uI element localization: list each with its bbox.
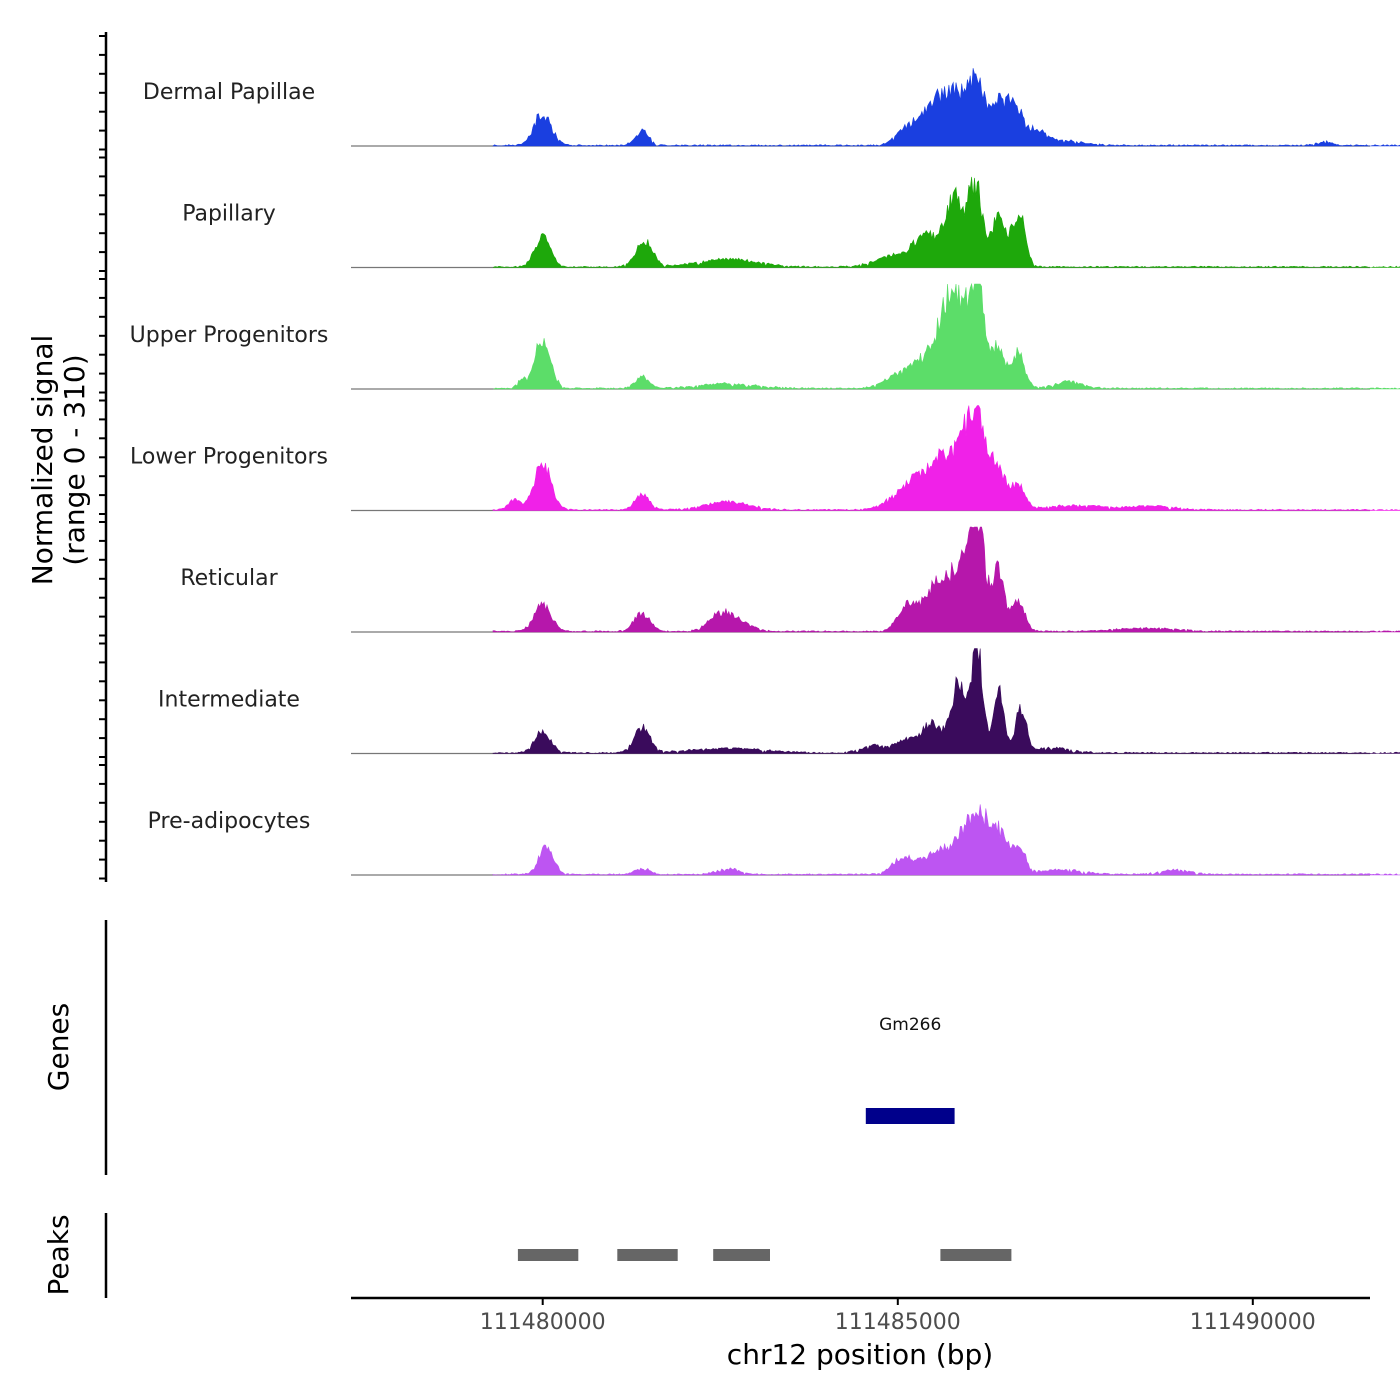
track-label-lower-progenitors: Lower Progenitors [130,445,328,470]
x-tick-label: 111480000 [480,1310,606,1335]
x-tick-label: 111485000 [835,1310,961,1335]
peak-region [617,1249,678,1261]
track-label-papillary: Papillary [182,202,276,227]
signal-area-reticular [492,526,1400,633]
signal-area-intermediate [492,648,1400,755]
signal-area-papillary [492,176,1400,269]
gene-body [865,1108,955,1124]
gene-label: Gm266 [879,1015,941,1035]
y-axis-title: Normalized signal [26,335,59,586]
x-tick-label: 111490000 [1190,1310,1316,1335]
peaks-panel-label: Peaks [42,1214,75,1295]
signal-area-lower-progenitors [492,405,1400,512]
peak-region [517,1249,579,1261]
track-label-upper-progenitors: Upper Progenitors [130,323,329,348]
peak-track [517,1249,1012,1261]
signal-area-dermal-papillae [492,68,1400,147]
track-label-reticular: Reticular [180,566,278,591]
x-axis-ticks: 111480000 111485000 111490000 [480,1298,1316,1335]
signal-area-upper-progenitors [492,282,1400,390]
gene-track: Gm266 [865,1015,955,1124]
track-label-intermediate: Intermediate [158,688,300,713]
track-labels: Dermal Papillae Papillary Upper Progenitor… [130,80,329,834]
y-axis-subtitle: (range 0 - 310) [58,354,91,565]
x-axis-title: chr12 position (bp) [727,1338,993,1371]
peak-region [713,1249,770,1261]
signal-area-pre-adipocytes [492,804,1400,876]
genes-panel-label: Genes [42,1003,75,1091]
track-label-pre-adipocytes: Pre-adipocytes [148,809,311,834]
track-label-dermal-papillae: Dermal Papillae [143,80,315,105]
peak-region [940,1249,1012,1261]
signal-y-axis-ticks [99,35,106,880]
track-areas [351,68,1400,876]
